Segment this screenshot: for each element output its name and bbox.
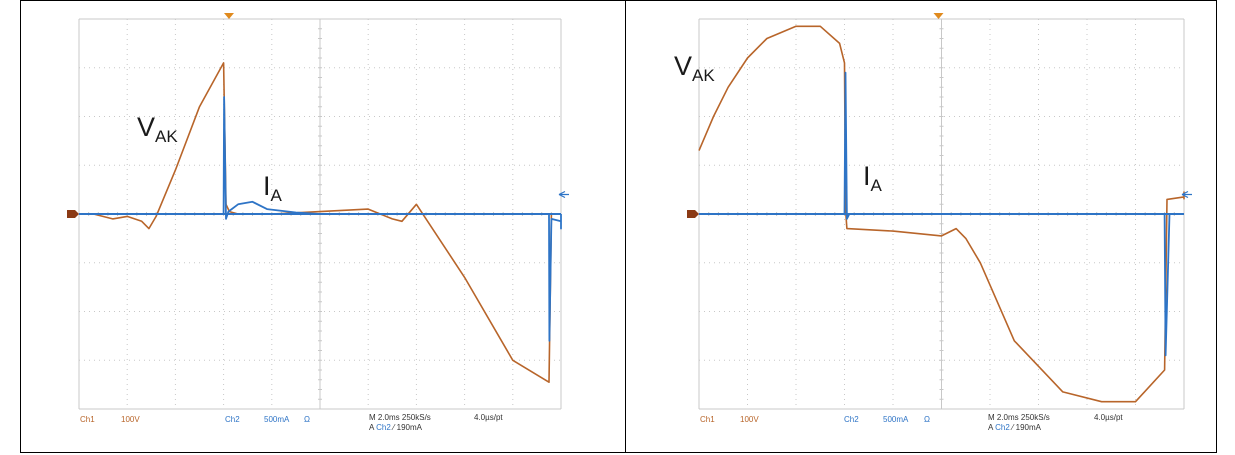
ch1-scale: 100V	[740, 415, 759, 424]
trigger-readout: A Ch2 ⁄ 190mA	[988, 423, 1041, 432]
trigger-level-arrow-icon	[558, 190, 569, 199]
per-point-readout: 4.0µs/pt	[1094, 413, 1123, 422]
oscilloscope-panel-right: VAK IA Ch1 100V Ch2 500mA Ω M 2.0ms 250k…	[625, 0, 1217, 453]
trigger-level-arrow-icon	[1181, 190, 1192, 199]
ch1-scale: 100V	[121, 415, 140, 424]
trace-vak	[79, 62, 561, 383]
ia-label: IA	[863, 161, 882, 195]
trigger-readout: A Ch2 ⁄ 190mA	[369, 423, 422, 432]
ground-marker-icon	[67, 210, 79, 218]
trigger-position-icon	[224, 13, 234, 19]
ch1-label: Ch1	[80, 415, 95, 424]
timebase-readout: M 2.0ms 250kS/s	[369, 413, 431, 422]
ch2-label: Ch2	[225, 415, 240, 424]
trigger-position-icon	[933, 13, 944, 19]
ch2-scale: 500mA	[883, 415, 909, 424]
scope-display-left	[67, 13, 569, 410]
timebase-readout: M 2.0ms 250kS/s	[988, 413, 1050, 422]
ia-label: IA	[263, 171, 282, 205]
scope-display-right	[687, 13, 1192, 410]
ground-marker-icon	[687, 210, 699, 218]
ch2-unit: Ω	[924, 415, 930, 424]
ch2-scale: 500mA	[264, 415, 290, 424]
ch2-unit: Ω	[304, 415, 310, 424]
per-point-readout: 4.0µs/pt	[474, 413, 503, 422]
oscilloscope-panel-left: VAK IA Ch1 100V Ch2 500mA Ω M 2.0ms 250k…	[20, 0, 626, 453]
graticule	[78, 18, 562, 410]
trace-vak	[698, 25, 1185, 403]
ch1-label: Ch1	[700, 415, 715, 424]
ch2-label: Ch2	[844, 415, 859, 424]
vak-label: VAK	[137, 112, 178, 146]
vak-label: VAK	[674, 51, 715, 85]
